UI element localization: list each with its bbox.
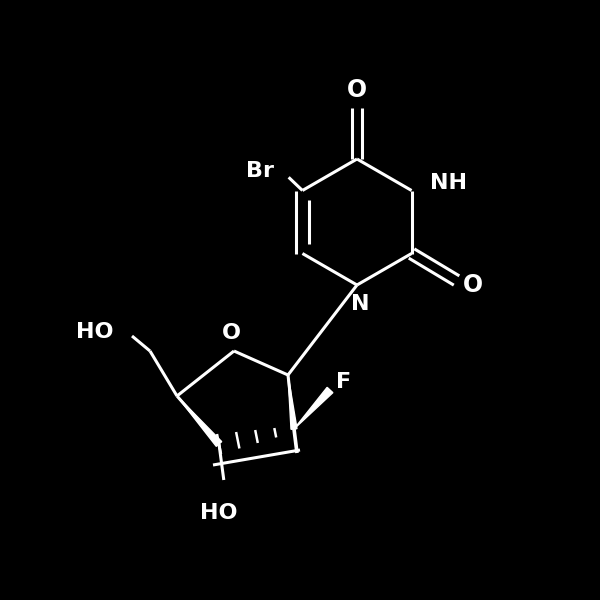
Text: F: F	[335, 371, 351, 392]
Text: HO: HO	[200, 503, 238, 523]
Text: O: O	[463, 274, 484, 298]
Text: O: O	[221, 323, 241, 343]
Polygon shape	[294, 388, 333, 429]
Text: N: N	[351, 294, 369, 314]
Polygon shape	[177, 396, 222, 446]
Text: HO: HO	[76, 322, 113, 343]
Text: O: O	[347, 78, 367, 102]
Polygon shape	[288, 375, 297, 430]
Text: Br: Br	[247, 161, 274, 181]
Text: NH: NH	[430, 173, 467, 193]
